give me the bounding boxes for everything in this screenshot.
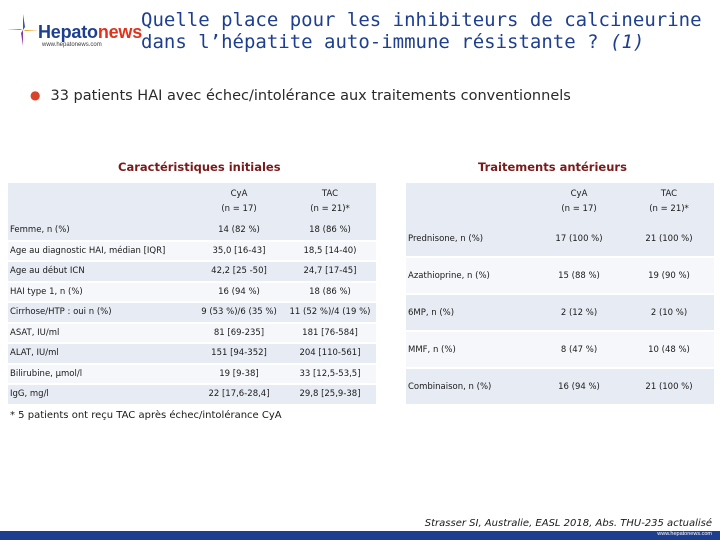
tac-value: 21 (100 %) [624,369,714,406]
tac-value: 181 [76-584] [284,323,376,344]
cya-value: 15 (88 %) [534,258,624,295]
row-label: ALAT, IU/ml [8,344,194,365]
table-row: Cirrhose/HTP : oui n (%) 9 (53 %)/6 (35 %… [8,303,376,324]
table-row: ALAT, IU/ml 151 [94-352] 204 [110-561] [8,344,376,365]
row-label: HAI type 1, n (%) [8,282,194,303]
footnote: * 5 patients ont reçu TAC après échec/in… [10,410,282,421]
cya-value: 81 [69-235] [194,323,284,344]
column-header: TAC (n = 21)* [284,183,376,221]
tac-value: 18,5 [14-40) [284,241,376,262]
bullet-dot-icon: ● [30,88,41,102]
column-header: TAC (n = 21)* [624,183,714,221]
cya-value: 16 (94 %) [534,369,624,406]
column-header: CyA (n = 17) [194,183,284,221]
table-row: IgG, mg/l 22 [17,6-28,4] 29,8 [25,9-38] [8,385,376,406]
table-row: Bilirubine, µmol/l 19 [9-38] 33 [12,5-53,5… [8,364,376,385]
tac-value: 19 (90 %) [624,258,714,295]
cya-value: 35,0 [16-43] [194,241,284,262]
row-label: MMF, n (%) [406,332,534,369]
column-header: CyA (n = 17) [534,183,624,221]
cya-value: 22 [17,6-28,4] [194,385,284,406]
table-header-row: CyA (n = 17) TAC (n = 21)* [406,183,714,221]
row-label: Age au début ICN [8,262,194,283]
row-label: Cirrhose/HTP : oui n (%) [8,303,194,324]
slide-title: Quelle place pour les inhibiteurs de cal… [141,9,711,53]
star-burst-icon [8,14,38,46]
tac-value: 11 (52 %)/4 (19 %) [284,303,376,324]
cya-value: 2 (12 %) [534,295,624,332]
source-citation: Strasser SI, Australie, EASL 2018, Abs. … [424,518,712,529]
row-label: Age au diagnostic HAI, médian [IQR] [8,241,194,262]
tac-value: 18 (86 %) [284,282,376,303]
row-label: Bilirubine, µmol/l [8,364,194,385]
tac-value: 21 (100 %) [624,221,714,258]
tac-value: 10 (48 %) [624,332,714,369]
header-blank-cell [406,183,534,221]
cya-value: 14 (82 %) [194,221,284,242]
table-row: Age au diagnostic HAI, médian [IQR] 35,0 … [8,241,376,262]
title-line-2: dans l’hépatite auto-immune résistante ?… [141,31,645,53]
table-row: Prednisone, n (%) 17 (100 %) 21 (100 %) [406,221,714,258]
tac-value: 33 [12,5-53,5] [284,364,376,385]
row-label: ASAT, IU/ml [8,323,194,344]
cya-value: 17 (100 %) [534,221,624,258]
right-panel-title: Traitements antérieurs [478,160,627,174]
table-row: MMF, n (%) 8 (47 %) 10 (48 %) [406,332,714,369]
tac-value: 204 [110-561] [284,344,376,365]
row-label: Femme, n (%) [8,221,194,242]
title-reference: (1) [610,31,645,53]
header-blank-cell [8,183,194,221]
table-row: Femme, n (%) 14 (82 %) 18 (86 %) [8,221,376,242]
tac-value: 29,8 [25,9-38] [284,385,376,406]
cya-value: 19 [9-38] [194,364,284,385]
title-line-1: Quelle place pour les inhibiteurs de cal… [141,9,702,31]
table-row: Azathioprine, n (%) 15 (88 %) 19 (90 %) [406,258,714,295]
cya-value: 42,2 [25 -50] [194,262,284,283]
hepatonews-logo: Hepatonews www.hepatonews.com [8,8,142,54]
characteristics-table: CyA (n = 17) TAC (n = 21)* Femme, n (%) 14 … [8,183,376,406]
footer-url: www.hepatonews.com [657,531,712,537]
table-row: HAI type 1, n (%) 16 (94 %) 18 (86 %) [8,282,376,303]
tac-value: 18 (86 %) [284,221,376,242]
logo-brand: Hepatonews [38,22,143,42]
footer-bar: www.hepatonews.com [0,531,720,540]
logo-url: www.hepatonews.com [42,42,102,48]
cya-value: 16 (94 %) [194,282,284,303]
table-header-row: CyA (n = 17) TAC (n = 21)* [8,183,376,221]
table-row: 6MP, n (%) 2 (12 %) 2 (10 %) [406,295,714,332]
cya-value: 151 [94-352] [194,344,284,365]
row-label: Combinaison, n (%) [406,369,534,406]
table-row: Age au début ICN 42,2 [25 -50] 24,7 [17-45… [8,262,376,283]
row-label: Prednisone, n (%) [406,221,534,258]
cya-value: 9 (53 %)/6 (35 %) [194,303,284,324]
bullet-point: ● 33 patients HAI avec échec/intolérance … [30,88,571,104]
row-label: Azathioprine, n (%) [406,258,534,295]
left-panel-title: Caractéristiques initiales [118,160,281,174]
table-row: Combinaison, n (%) 16 (94 %) 21 (100 %) [406,369,714,406]
row-label: 6MP, n (%) [406,295,534,332]
row-label: IgG, mg/l [8,385,194,406]
tac-value: 24,7 [17-45] [284,262,376,283]
tac-value: 2 (10 %) [624,295,714,332]
bullet-text: 33 patients HAI avec échec/intolérance a… [50,88,571,104]
cya-value: 8 (47 %) [534,332,624,369]
table-row: ASAT, IU/ml 81 [69-235] 181 [76-584] [8,323,376,344]
treatments-table: CyA (n = 17) TAC (n = 21)* Prednisone, n (… [406,183,714,406]
